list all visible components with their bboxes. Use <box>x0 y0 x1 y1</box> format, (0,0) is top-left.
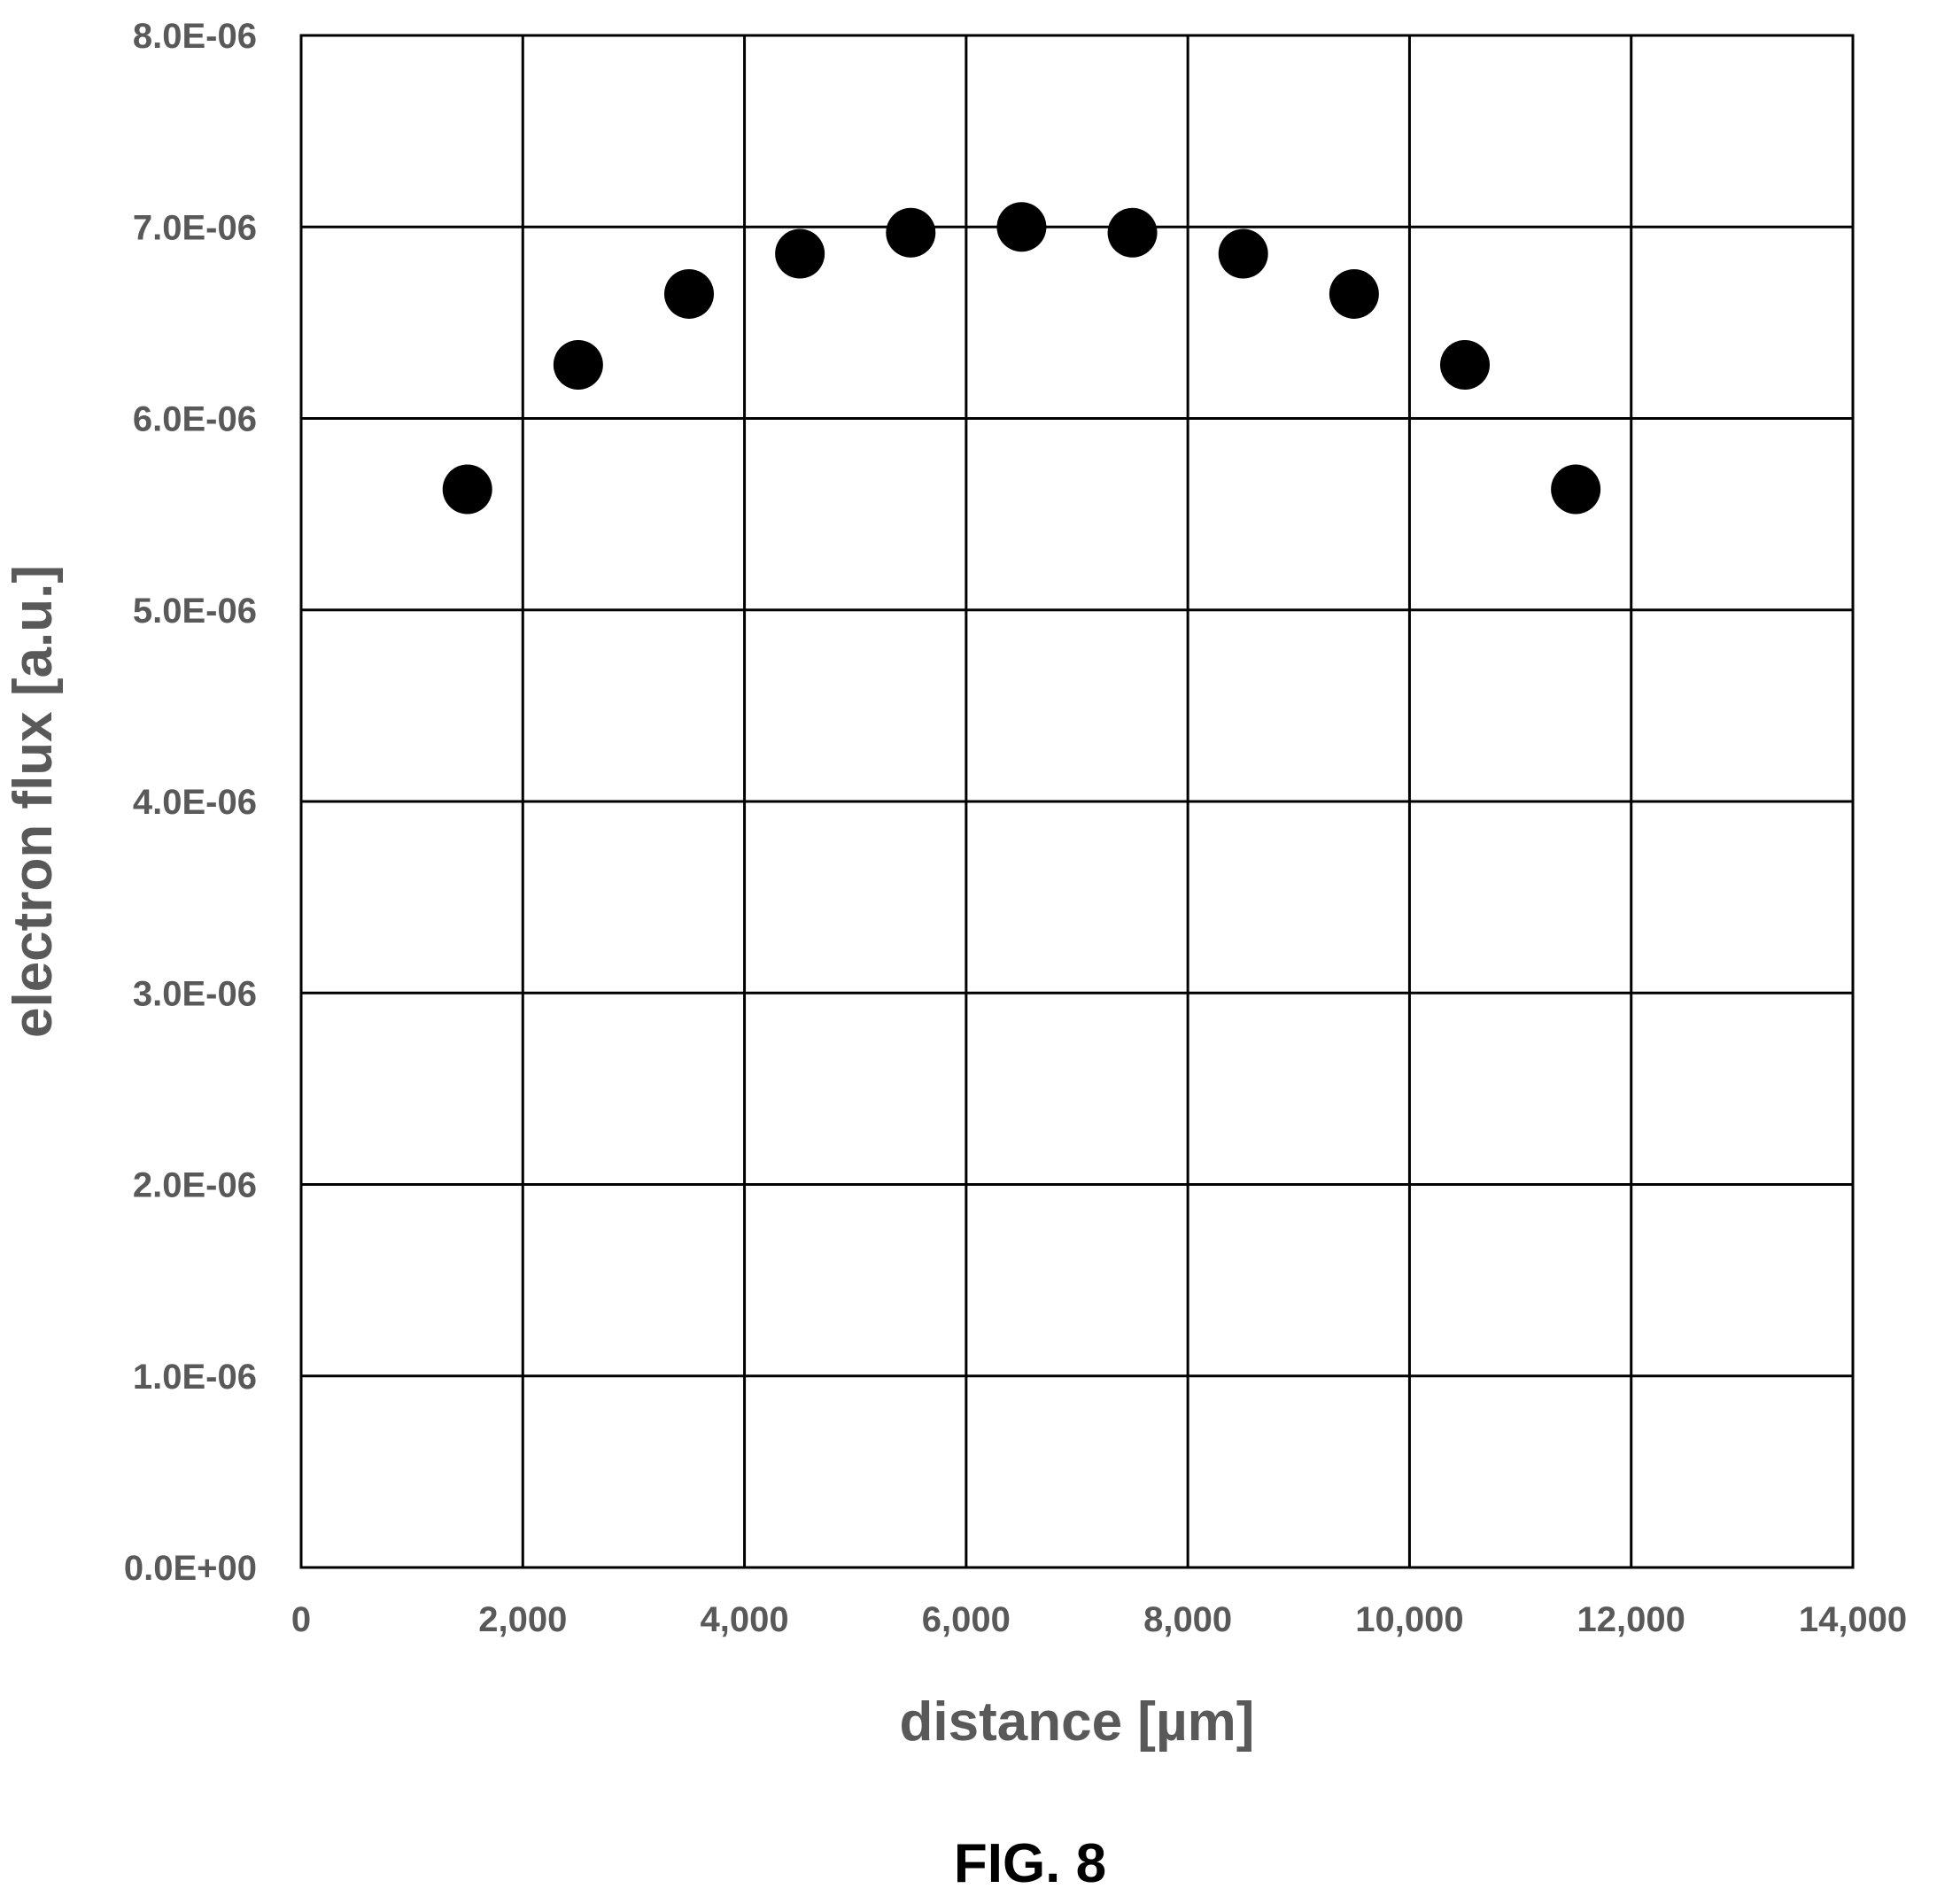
y-axis-title: electron flux [a.u.] <box>3 565 64 1038</box>
data-point <box>775 228 825 279</box>
y-tick-label: 0.0E+00 <box>124 1549 257 1588</box>
data-point <box>1551 464 1601 515</box>
x-tick-label: 8,000 <box>1143 1600 1232 1639</box>
data-point <box>553 339 603 390</box>
x-tick-label: 10,000 <box>1355 1600 1463 1639</box>
data-point <box>442 464 492 515</box>
y-tick-label: 5.0E-06 <box>133 592 257 631</box>
grid-lines <box>299 34 1855 1569</box>
x-tick-label: 6,000 <box>922 1600 1011 1639</box>
data-point <box>1218 228 1268 279</box>
data-point <box>1440 339 1490 390</box>
x-axis-title: distance [µm] <box>900 1691 1255 1753</box>
y-axis-tick-labels: 0.0E+00 1.0E-06 2.0E-06 3.0E-06 4.0E-06 5.0E-… <box>124 17 257 1588</box>
x-tick-label: 12,000 <box>1577 1600 1685 1639</box>
y-tick-label: 1.0E-06 <box>133 1358 257 1397</box>
x-axis-tick-labels: 0 2,000 4,000 6,000 8,000 10,000 12,000 14,000 <box>291 1600 1907 1639</box>
x-tick-label: 0 <box>291 1600 311 1639</box>
x-tick-label: 2,000 <box>478 1600 567 1639</box>
plot-area <box>299 34 1855 1569</box>
x-tick-label: 14,000 <box>1799 1600 1907 1639</box>
y-tick-label: 4.0E-06 <box>133 783 257 822</box>
x-tick-label: 4,000 <box>701 1600 789 1639</box>
data-point <box>1107 207 1158 258</box>
y-tick-label: 7.0E-06 <box>133 208 257 247</box>
data-point <box>1329 268 1379 319</box>
data-point <box>996 202 1047 252</box>
data-point <box>886 207 936 258</box>
data-point <box>664 268 714 319</box>
y-tick-label: 2.0E-06 <box>133 1166 257 1205</box>
figure-label: FIG. 8 <box>954 1833 1106 1894</box>
y-tick-label: 6.0E-06 <box>133 400 257 439</box>
y-tick-label: 3.0E-06 <box>133 974 257 1013</box>
data-points <box>442 202 1601 515</box>
y-tick-label: 8.0E-06 <box>133 17 257 56</box>
